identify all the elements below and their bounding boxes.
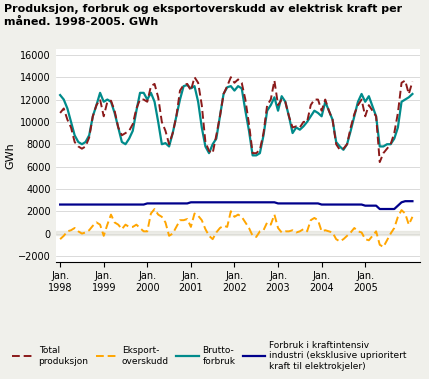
Bar — [56, 231, 420, 235]
Text: Produksjon, forbruk og eksportoverskudd av elektrisk kraft per
måned. 1998-2005.: Produksjon, forbruk og eksportoverskudd … — [4, 4, 402, 27]
Legend: Total
produksjon, Eksport-
overskudd, Brutto-
forbruk, Forbruk i kraftintensiv
i: Total produksjon, Eksport- overskudd, Br… — [9, 337, 410, 374]
Y-axis label: GWh: GWh — [6, 142, 15, 169]
